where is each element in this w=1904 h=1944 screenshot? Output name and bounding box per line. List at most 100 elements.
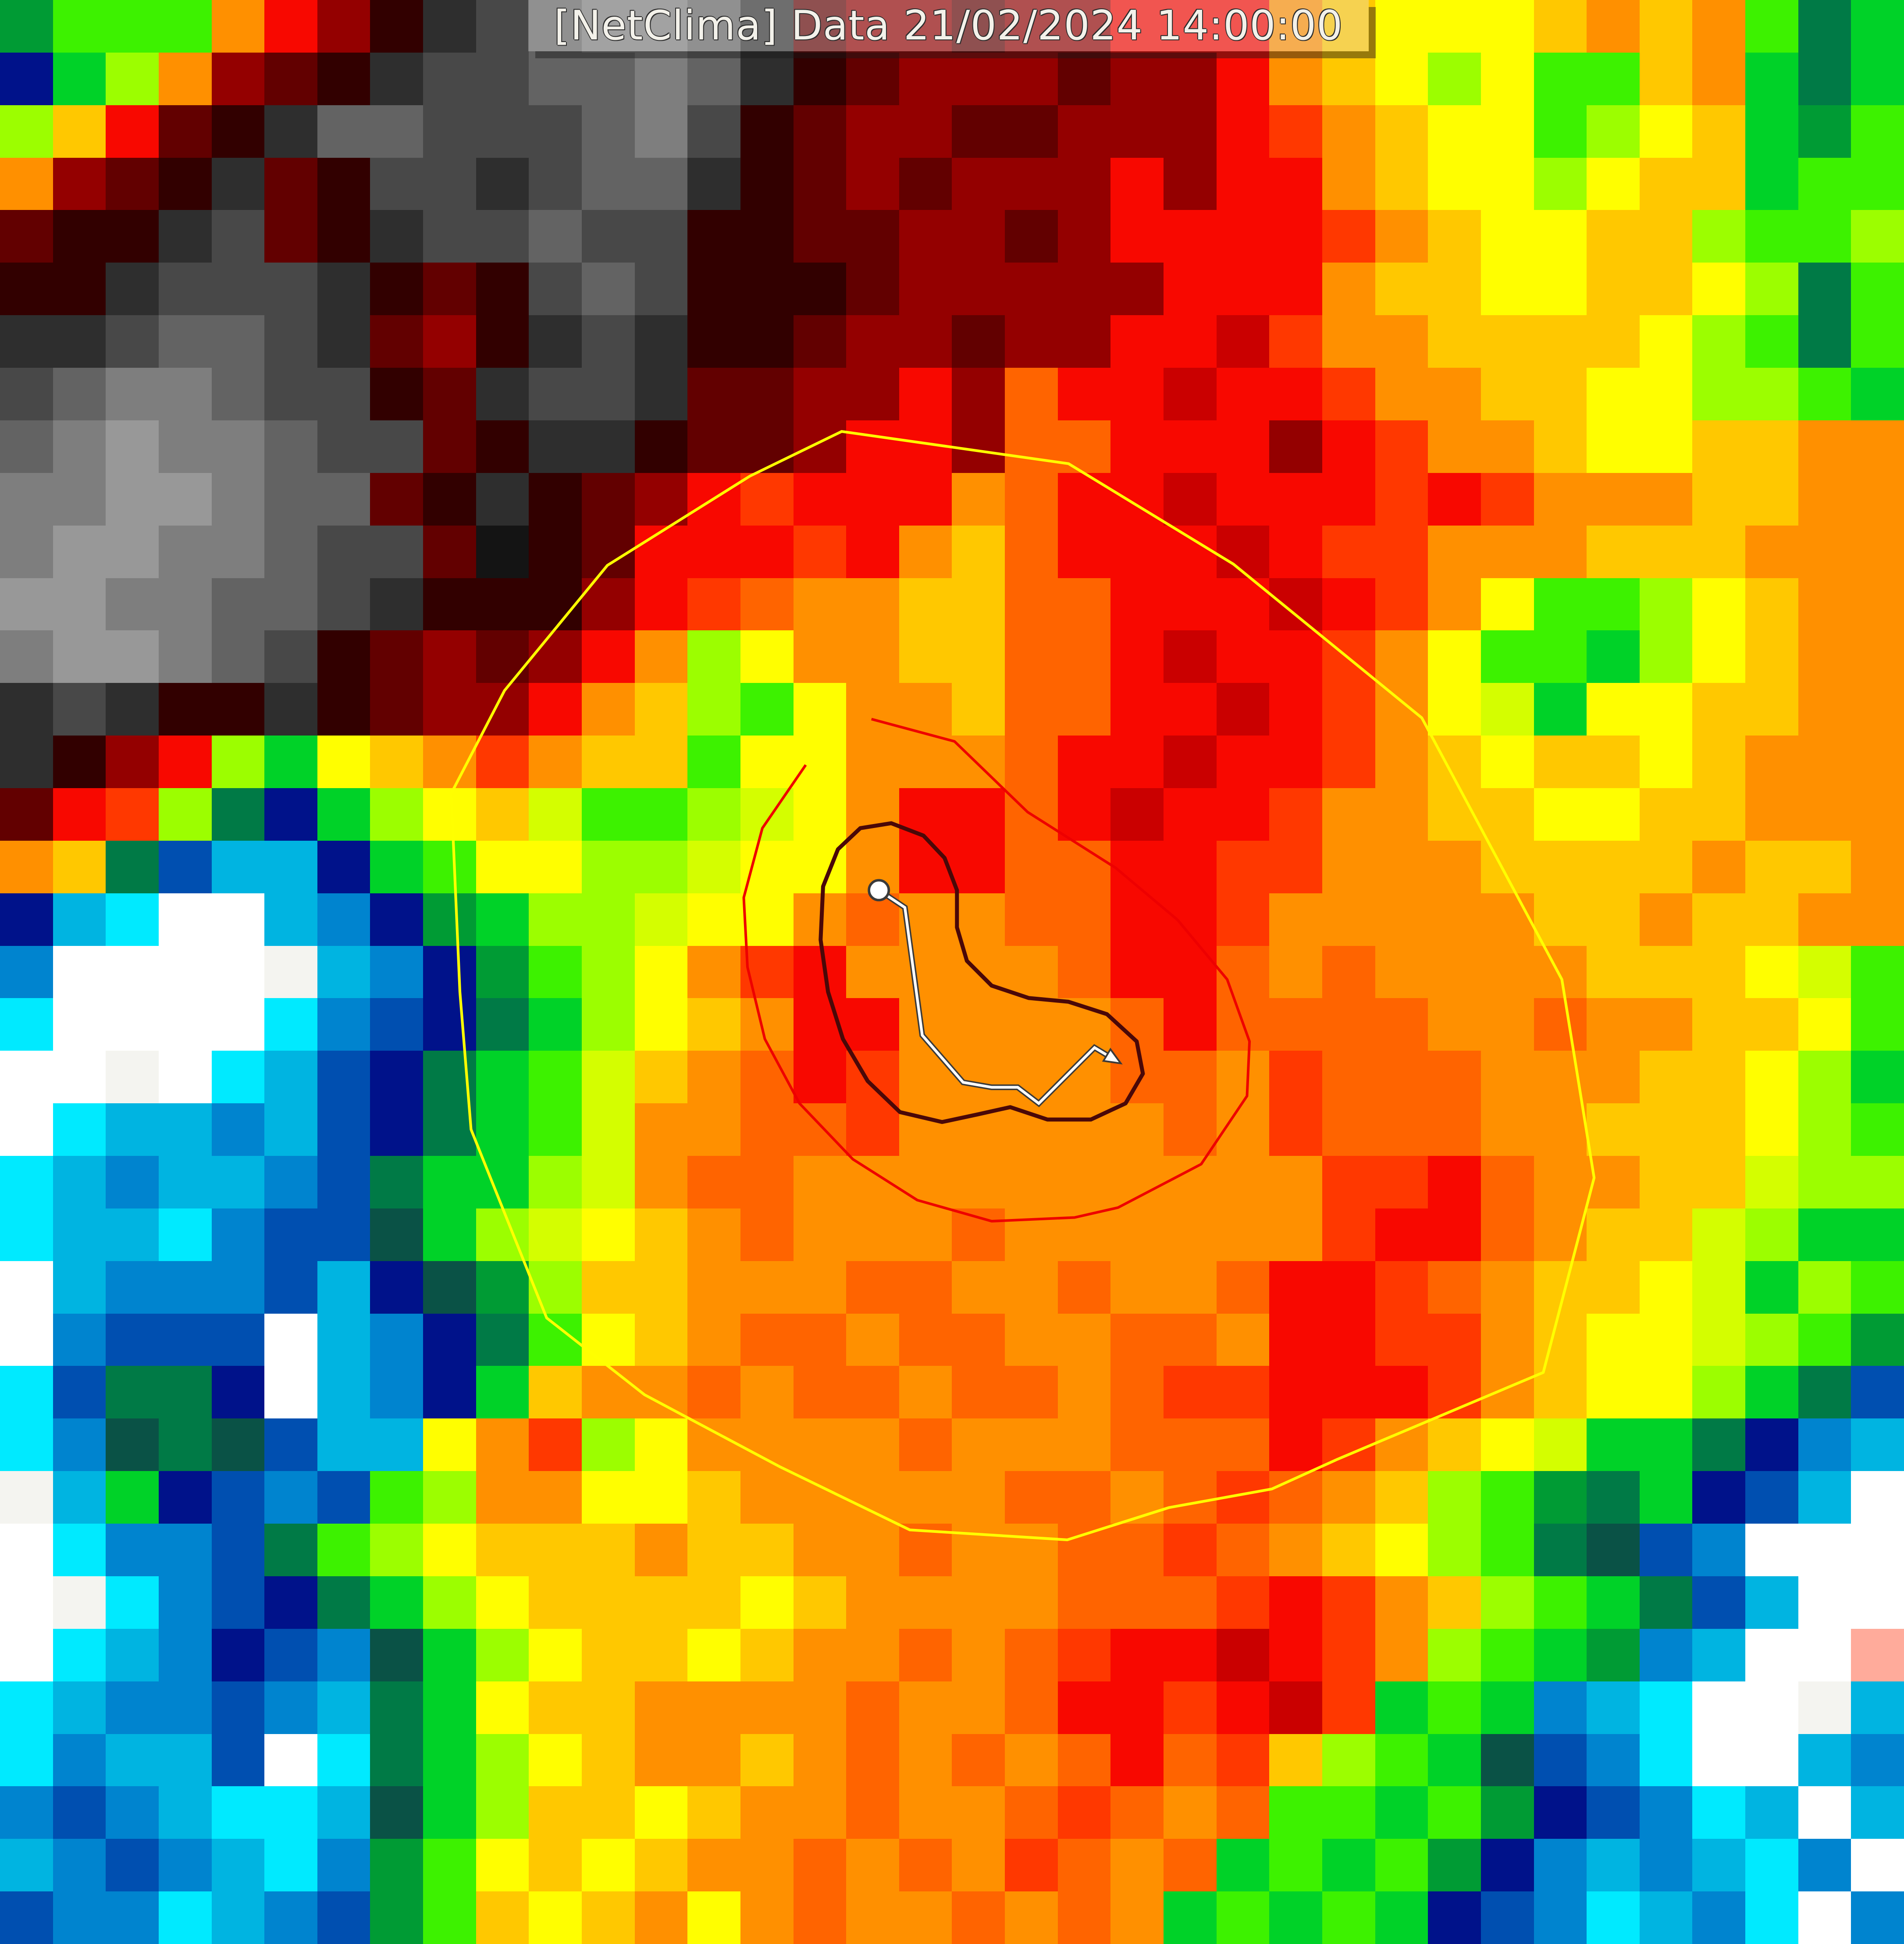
heatmap-cell (264, 52, 317, 105)
heatmap-cell (1005, 788, 1058, 841)
heatmap-cell (899, 1418, 952, 1471)
heatmap-cell (846, 105, 899, 158)
heatmap-cell (1322, 1366, 1375, 1419)
heatmap-cell (1269, 1786, 1322, 1839)
heatmap-cell (582, 1576, 635, 1629)
heatmap-cell (529, 1051, 582, 1104)
heatmap-cell (529, 630, 582, 683)
heatmap-cell (1428, 630, 1481, 683)
heatmap-cell (1110, 840, 1164, 893)
heatmap-cell (529, 1681, 582, 1734)
heatmap-cell (1692, 736, 1746, 788)
heatmap-cell (1428, 1524, 1481, 1576)
heatmap-cell (1005, 1576, 1058, 1629)
heatmap-cell (158, 736, 212, 788)
heatmap-cell (211, 0, 265, 53)
heatmap-cell (1428, 1208, 1481, 1261)
heatmap-cell (1851, 1471, 1904, 1524)
heatmap-cell (370, 998, 424, 1051)
heatmap-cell (1639, 1891, 1693, 1944)
heatmap-cell (1322, 1576, 1375, 1629)
heatmap-cell (952, 157, 1005, 210)
heatmap-cell (1692, 893, 1746, 946)
heatmap-cell (1480, 1208, 1534, 1261)
heatmap-cell (793, 1891, 847, 1944)
heatmap-cell (1587, 1786, 1640, 1839)
heatmap-cell (529, 736, 582, 788)
heatmap-cell (1005, 683, 1058, 736)
heatmap-cell (1110, 736, 1164, 788)
heatmap-cell (53, 1681, 106, 1734)
heatmap-cell (1057, 1786, 1111, 1839)
heatmap-cell (1375, 1839, 1428, 1892)
heatmap-cell (1692, 1471, 1746, 1524)
heatmap-cell (1322, 1628, 1375, 1681)
heatmap-cell (687, 630, 740, 683)
heatmap-cell (634, 315, 688, 368)
heatmap-cell (1216, 473, 1270, 526)
heatmap-cell (1216, 788, 1270, 841)
heatmap-cell (1480, 945, 1534, 999)
heatmap-cell (423, 105, 476, 158)
heatmap-cell (634, 1103, 688, 1156)
heatmap-cell (1005, 893, 1058, 946)
heatmap-cell (1798, 1156, 1851, 1208)
heatmap-cell (793, 157, 847, 210)
heatmap-cell (1375, 1786, 1428, 1839)
heatmap-cell (1798, 1891, 1851, 1944)
heatmap-cell (1005, 315, 1058, 368)
heatmap-cell (1005, 1839, 1058, 1892)
heatmap-cell (952, 893, 1005, 946)
heatmap-cell (687, 1786, 740, 1839)
heatmap-cell (1851, 105, 1904, 158)
heatmap-cell (264, 105, 317, 158)
heatmap-cell (899, 998, 952, 1051)
heatmap-cell (1164, 630, 1217, 683)
heatmap-cell (1269, 683, 1322, 736)
heatmap-cell (846, 1156, 899, 1208)
heatmap-cell (634, 368, 688, 420)
heatmap-cell (1851, 893, 1904, 946)
heatmap-cell (1534, 52, 1587, 105)
heatmap-cell (952, 683, 1005, 736)
heatmap-cell (370, 840, 424, 893)
heatmap-cell (1480, 630, 1534, 683)
heatmap-cell (1798, 1103, 1851, 1156)
heatmap-cell (740, 1103, 794, 1156)
heatmap-cell (158, 1524, 212, 1576)
heatmap-cell (1164, 893, 1217, 946)
heatmap-cell (1798, 1734, 1851, 1787)
heatmap-cell (317, 52, 370, 105)
heatmap-cell (582, 893, 635, 946)
heatmap-cell (317, 1051, 370, 1104)
heatmap-cell (529, 263, 582, 316)
heatmap-cell (1110, 788, 1164, 841)
heatmap-cell (1216, 1734, 1270, 1787)
heatmap-cell (1269, 1156, 1322, 1208)
heatmap-cell (1745, 1208, 1798, 1261)
heatmap-cell (370, 1576, 424, 1629)
heatmap-cell (1216, 1839, 1270, 1892)
heatmap-cell (423, 0, 476, 53)
heatmap-cell (582, 473, 635, 526)
heatmap-cell (1322, 840, 1375, 893)
heatmap-cell (793, 630, 847, 683)
heatmap-cell (53, 893, 106, 946)
heatmap-cell (211, 1051, 265, 1104)
heatmap-cell (793, 210, 847, 263)
heatmap-cell (1587, 473, 1640, 526)
heatmap-cell (106, 1681, 159, 1734)
heatmap-cell (793, 1734, 847, 1787)
heatmap-cell (899, 315, 952, 368)
heatmap-cell (1216, 420, 1270, 473)
heatmap-cell (1110, 0, 1164, 53)
heatmap-cell (1269, 52, 1322, 105)
heatmap-cell (1639, 1366, 1693, 1419)
heatmap-cell (317, 105, 370, 158)
heatmap-cell (1269, 1051, 1322, 1104)
heatmap-cell (317, 1891, 370, 1944)
heatmap-cell (1798, 525, 1851, 578)
heatmap-cell (1110, 1418, 1164, 1471)
heatmap-cell (0, 1313, 53, 1366)
